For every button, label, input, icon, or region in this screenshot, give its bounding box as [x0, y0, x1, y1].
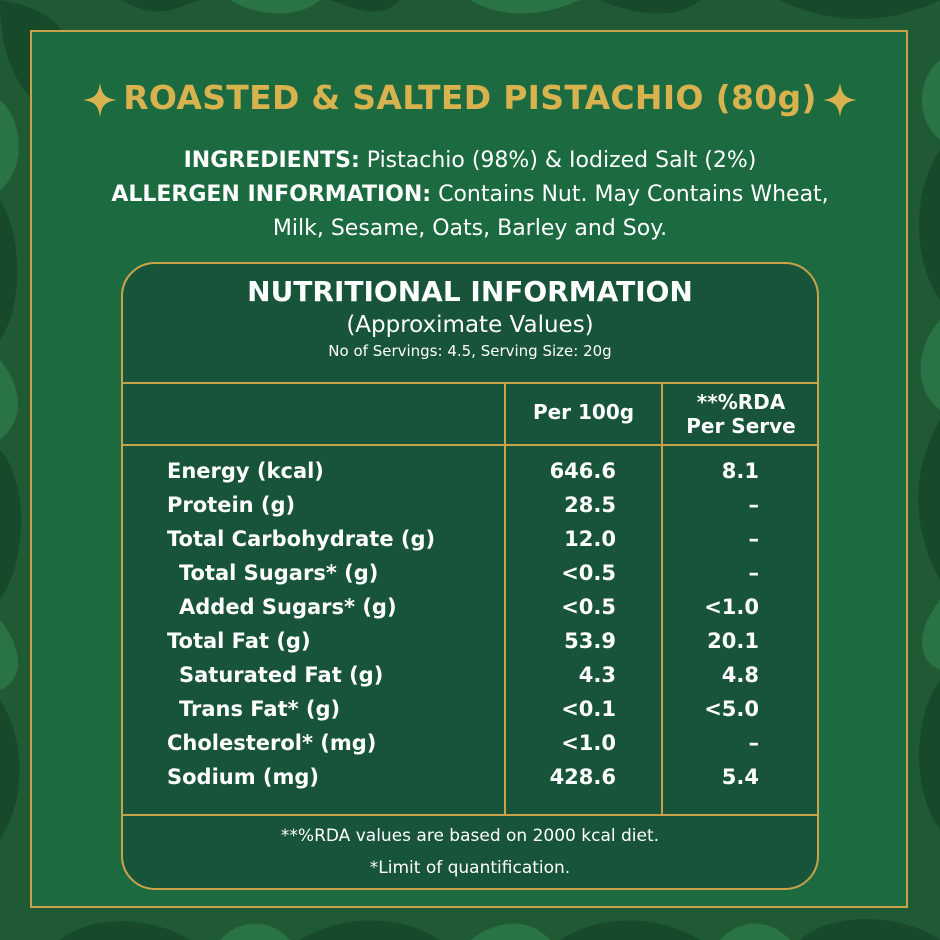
product-title: ROASTED & SALTED PISTACHIO (80g): [123, 78, 817, 117]
table-row: Total Sugars* (g) <0.5 –: [123, 556, 817, 590]
nutrient-name: Total Carbohydrate (g): [167, 527, 436, 551]
nutrition-table-card: NUTRITIONAL INFORMATION (Approximate Val…: [121, 262, 819, 890]
nutrient-name: Cholesterol* (mg): [167, 731, 377, 755]
rda-value: 4.8: [721, 663, 759, 687]
per100g-value: 53.9: [564, 629, 616, 653]
table-row: Protein (g) 28.5 –: [123, 488, 817, 522]
sparkle-icon: [822, 82, 857, 117]
table-row: Cholesterol* (mg) <1.0 –: [123, 726, 817, 760]
table-row: Sodium (mg) 428.6 5.4: [123, 760, 817, 794]
nutrition-title: NUTRITIONAL INFORMATION: [247, 275, 693, 308]
rda-footnote: **%RDA values are based on 2000 kcal die…: [280, 826, 660, 846]
allergen-label: ALLERGEN INFORMATION:: [111, 182, 432, 207]
ingredients-text: Pistachio (98%) & Iodized Salt (2%): [366, 148, 757, 173]
per100g-value: <1.0: [561, 731, 616, 755]
nutrition-subtitle: (Approximate Values): [346, 312, 594, 338]
rda-value: 20.1: [707, 629, 759, 653]
nutrient-name: Total Sugars* (g): [179, 561, 379, 585]
table-divider-header: [123, 444, 817, 446]
table-divider-top: [123, 382, 817, 384]
per100g-value: 12.0: [564, 527, 616, 551]
column-header-per100g: Per 100g: [532, 400, 635, 424]
nutrient-name: Added Sugars* (g): [179, 595, 397, 619]
table-row: Trans Fat* (g) <0.1 <5.0: [123, 692, 817, 726]
rda-value: –: [748, 493, 760, 517]
product-title-row: ROASTED & SALTED PISTACHIO (80g): [0, 78, 940, 117]
rda-value: 8.1: [721, 459, 759, 483]
rda-value: <1.0: [704, 595, 759, 619]
nutrient-name: Total Fat (g): [167, 629, 311, 653]
column-header-rda: **%RDA Per Serve: [663, 390, 817, 438]
allergen-text-2: Milk, Sesame, Oats, Barley and Soy.: [272, 216, 668, 241]
per100g-value: <0.5: [561, 561, 616, 585]
sparkle-icon: [83, 82, 118, 117]
rda-value: –: [748, 527, 760, 551]
rda-value: <5.0: [704, 697, 759, 721]
loq-footnote: *Limit of quantification.: [369, 858, 571, 878]
allergen-text-1: Contains Nut. May Contains Wheat,: [438, 182, 829, 207]
column-header-rda-line1: **%RDA: [696, 390, 786, 414]
rda-value: –: [748, 561, 760, 585]
ingredients-line: INGREDIENTS: Pistachio (98%) & Iodized S…: [40, 144, 900, 178]
per100g-value: <0.5: [561, 595, 616, 619]
allergen-line-2: Milk, Sesame, Oats, Barley and Soy.: [40, 212, 900, 246]
per100g-value: 28.5: [564, 493, 616, 517]
per100g-value: 428.6: [549, 765, 616, 789]
rda-value: 5.4: [721, 765, 759, 789]
allergen-line-1: ALLERGEN INFORMATION: Contains Nut. May …: [40, 178, 900, 212]
nutrient-name: Saturated Fat (g): [179, 663, 384, 687]
per100g-value: <0.1: [561, 697, 616, 721]
nutrient-name: Sodium (mg): [167, 765, 320, 789]
per100g-value: 646.6: [549, 459, 616, 483]
ingredients-label: INGREDIENTS:: [183, 148, 360, 173]
table-row: Total Carbohydrate (g) 12.0 –: [123, 522, 817, 556]
table-row: Energy (kcal) 646.6 8.1: [123, 454, 817, 488]
nutrient-name: Protein (g): [167, 493, 296, 517]
table-row: Total Fat (g) 53.9 20.1: [123, 624, 817, 658]
table-row: Added Sugars* (g) <0.5 <1.0: [123, 590, 817, 624]
table-divider-bottom: [123, 814, 817, 816]
rda-value: –: [748, 731, 760, 755]
column-divider-2: [661, 382, 663, 814]
table-row: Saturated Fat (g) 4.3 4.8: [123, 658, 817, 692]
serving-info: No of Servings: 4.5, Serving Size: 20g: [328, 342, 612, 360]
nutrition-header: NUTRITIONAL INFORMATION (Approximate Val…: [123, 272, 817, 364]
nutrient-name: Trans Fat* (g): [179, 697, 341, 721]
column-divider-1: [504, 382, 506, 814]
column-header-rda-line2: Per Serve: [686, 414, 796, 438]
per100g-value: 4.3: [578, 663, 616, 687]
nutrient-name: Energy (kcal): [167, 459, 324, 483]
